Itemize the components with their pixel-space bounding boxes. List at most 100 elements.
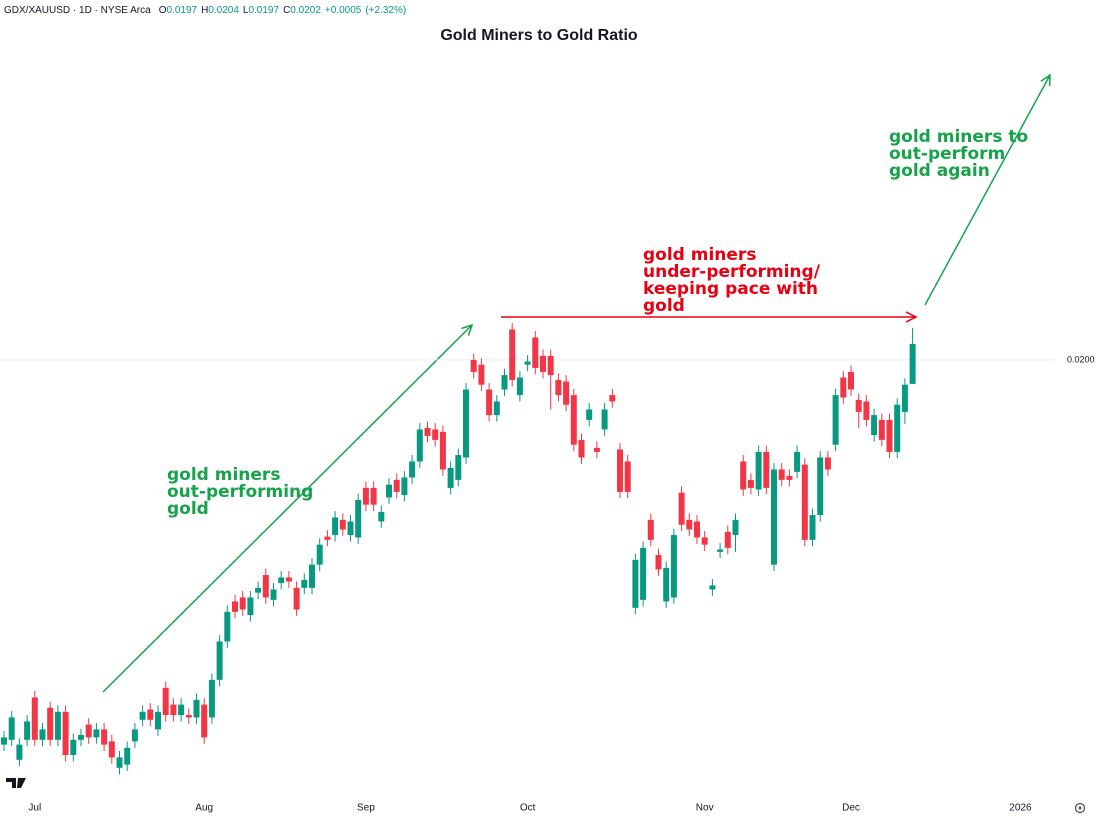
candle-body [116, 757, 123, 768]
annotation-line: gold miners [167, 465, 280, 485]
candle-body [362, 487, 369, 505]
candle-body [293, 587, 300, 610]
candle-body [786, 475, 793, 480]
candle-body [901, 384, 908, 412]
candle-body [694, 521, 700, 538]
candle-body [532, 337, 539, 368]
ohlc-letter: H [201, 5, 208, 16]
candle-body [39, 729, 46, 740]
change-pct: (+2.32%) [365, 5, 406, 16]
candle-body [1, 737, 7, 745]
annotation-line: out-perform [889, 144, 1005, 164]
candle-body [185, 715, 192, 718]
candle-body [463, 389, 469, 458]
candle-body [832, 395, 839, 445]
candle-body [809, 515, 816, 540]
x-tick-label: Sep [357, 803, 375, 814]
candle-body [278, 577, 285, 584]
candle-body [771, 469, 777, 565]
change: +0.0005 [325, 5, 362, 16]
candle-body [655, 555, 662, 570]
candle-body [54, 711, 61, 740]
candle-body [239, 597, 246, 610]
candle-body [717, 549, 724, 552]
candle-body [93, 729, 100, 738]
x-tick-label: 2026 [1009, 803, 1032, 814]
candle-body [632, 559, 639, 608]
candle-body [524, 361, 531, 365]
candle-body [863, 401, 870, 420]
candle-body [347, 521, 354, 536]
candle-body [894, 404, 901, 452]
candle-body [540, 355, 546, 372]
candle-body [124, 747, 131, 765]
candle-body [147, 709, 154, 720]
candle-body [8, 717, 15, 740]
candle-body [178, 704, 185, 716]
candle-body [439, 431, 446, 470]
candle-body [324, 536, 331, 540]
candle-body [709, 585, 716, 590]
candle-body [393, 479, 400, 492]
annotation-line: out-performing [167, 482, 313, 502]
candle-body [208, 679, 215, 718]
candle-body [170, 704, 177, 716]
candle-body [470, 359, 477, 372]
candle-body [647, 519, 654, 540]
candle-body [601, 409, 608, 430]
candle-body [62, 711, 69, 756]
candle-body [247, 597, 254, 616]
candle-body [563, 381, 570, 405]
candle-body [309, 564, 315, 588]
candle-body [855, 399, 862, 412]
candle-body [301, 579, 308, 588]
candle-body [409, 461, 416, 478]
x-tick-label: Dec [842, 803, 860, 814]
candle-body [270, 589, 277, 600]
chart-title: Gold Miners to Gold Ratio [440, 27, 638, 44]
ohlc-value: 0.0197 [248, 5, 279, 16]
candle-body [509, 329, 516, 380]
candle-body [555, 379, 562, 396]
candle-body [232, 601, 238, 612]
candle-body [686, 519, 693, 530]
candle-body [763, 451, 770, 488]
candle-body [455, 455, 462, 480]
candle-body [162, 687, 169, 716]
annotation-line: gold [643, 296, 685, 316]
trend-arrow [102, 325, 472, 693]
candle-body [70, 739, 77, 756]
candle-body [801, 464, 808, 540]
candle-body [16, 744, 23, 760]
candle-body [201, 704, 208, 738]
candle-body [478, 364, 485, 385]
ohlc-value: 0.0204 [208, 5, 239, 16]
projection-arrow [924, 75, 1050, 306]
candle-body [840, 377, 847, 398]
y-tick-label: 0.0200 [1067, 354, 1095, 364]
candle-body [224, 611, 231, 642]
x-tick-label: Oct [520, 803, 536, 814]
candle-body [701, 537, 708, 545]
candle-body [193, 699, 200, 718]
annotation-line: gold [167, 499, 209, 519]
candle-body [216, 641, 223, 680]
annotation-line: gold miners [643, 245, 756, 265]
candle-body [339, 519, 346, 530]
ohlc-letter: O [159, 5, 167, 16]
annotation-line: under-performing/ [643, 262, 821, 282]
candle-body [370, 487, 377, 505]
candle-body [378, 511, 385, 522]
candle-body [886, 419, 893, 452]
candle-body [31, 697, 38, 740]
symbol-header: GDX/XAUUSD · 1D · NYSE Arca O0.0197 H0.020… [4, 5, 406, 16]
candle-body [670, 535, 677, 598]
candle-body [316, 544, 323, 565]
candle-body [578, 439, 585, 458]
ohlc-value: 0.0202 [290, 5, 321, 16]
settings-icon[interactable] [1074, 802, 1086, 814]
symbol: GDX/XAUUSD · 1D · NYSE Arca [4, 5, 151, 16]
candle-body [516, 377, 523, 396]
candle-body [101, 729, 108, 745]
candle-body [24, 721, 31, 740]
